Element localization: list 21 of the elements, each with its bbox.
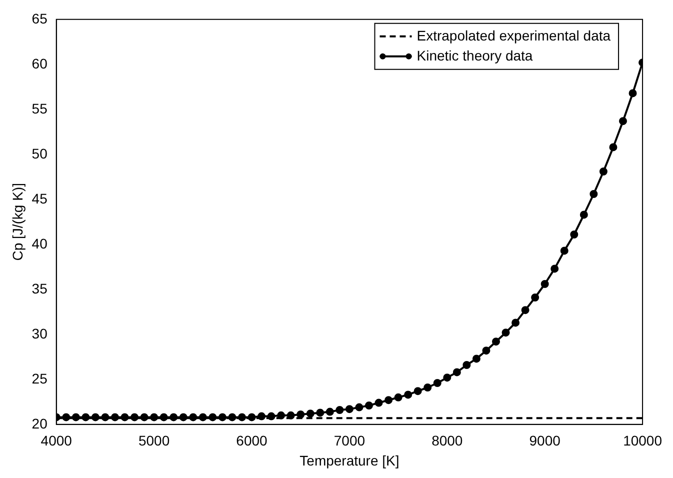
- x-tick-label: 6000: [236, 432, 268, 449]
- y-tick-label: 35: [32, 280, 48, 296]
- y-tick-label: 55: [32, 100, 48, 116]
- x-tick-label: 8000: [432, 432, 463, 449]
- y-tick-label: 60: [32, 55, 48, 72]
- y-tick-label: 50: [32, 145, 48, 162]
- y-tick-label: 30: [32, 325, 48, 342]
- x-axis-title: Temperature [K]: [300, 452, 400, 468]
- x-tick-label: 4000: [40, 432, 72, 449]
- y-tick-label: 20: [32, 415, 48, 432]
- x-tick-label: 7000: [334, 432, 366, 449]
- legend-label: Kinetic theory data: [416, 47, 533, 64]
- y-tick-label: 45: [32, 190, 48, 206]
- y-tick-label: 65: [32, 10, 48, 26]
- x-tick-label: 9000: [529, 432, 561, 449]
- y-axis-title: Cp [J/(kg K)]: [9, 183, 26, 261]
- y-tick-label: 25: [32, 370, 48, 386]
- x-tick-label: 10000: [623, 432, 662, 449]
- y-tick-label: 40: [32, 235, 48, 252]
- x-tick-label: 5000: [138, 432, 170, 449]
- legend-label: Extrapolated experimental data: [416, 27, 611, 44]
